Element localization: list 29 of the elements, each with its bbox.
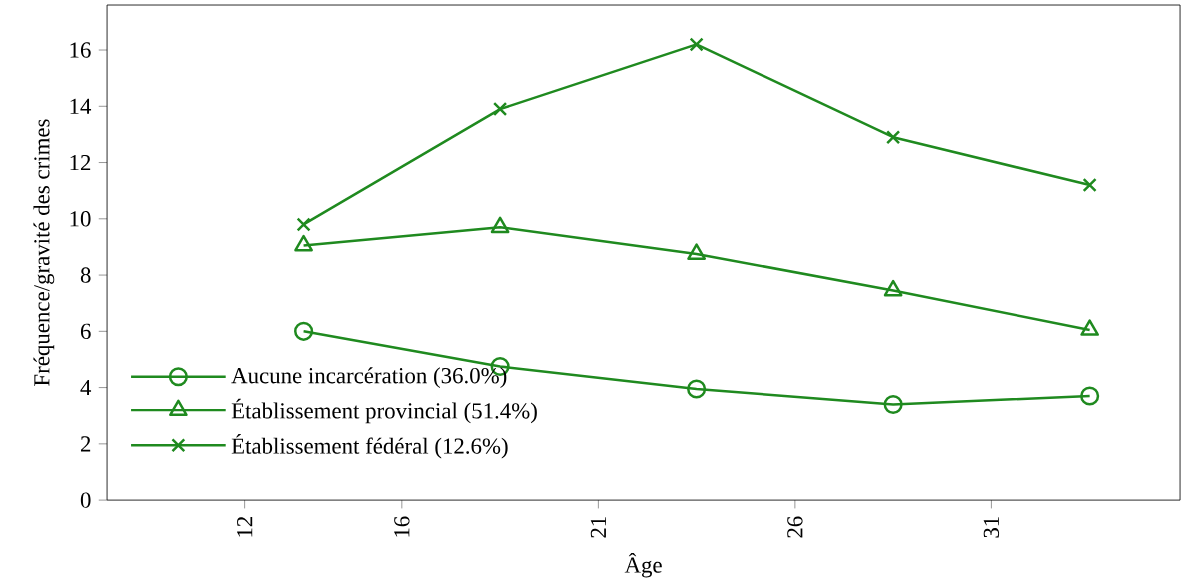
y-axis-title: Fréquence/gravité des crimes: [33, 119, 55, 386]
y-tick-label: 8: [80, 267, 91, 283]
x-tick-label: 21: [590, 516, 606, 538]
x-tick-label: 16: [394, 516, 410, 537]
point: [886, 129, 901, 145]
y-tick-label: 6: [80, 323, 91, 339]
y-tick-label: 14: [70, 98, 92, 114]
point: [1080, 319, 1099, 336]
point: [296, 217, 311, 232]
point: [1082, 177, 1097, 192]
point: [687, 379, 707, 399]
y-tick-label: 2: [80, 436, 91, 452]
y-tick-label: 0: [80, 492, 91, 508]
legend-label: Établissement provincial (51.4%): [231, 398, 537, 424]
point: [883, 394, 903, 414]
point: [689, 37, 704, 52]
x-tick-label: 31: [983, 516, 1000, 538]
y-tick-label: 16: [70, 42, 91, 58]
point: [492, 101, 508, 117]
x-tick-label: 26: [787, 516, 803, 538]
y-tick-label: 4: [80, 379, 92, 395]
y-tick-label: 12: [70, 154, 91, 170]
x-axis-title: Âge: [624, 552, 662, 578]
point: [294, 321, 314, 341]
legend-label: Aucune incarcération (36.0%): [231, 367, 507, 388]
legend-label: Établissement fédéral (12.6%): [231, 433, 508, 459]
y-tick-label: 10: [70, 210, 91, 227]
point: [1080, 386, 1100, 406]
x-tick-label: 12: [237, 516, 253, 537]
